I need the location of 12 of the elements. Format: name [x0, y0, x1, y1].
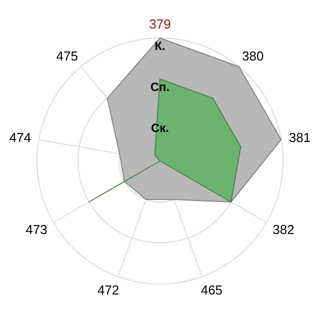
spoke-label: 475	[56, 48, 78, 64]
spoke-label: 381	[288, 130, 311, 145]
spoke-label: 465	[200, 282, 223, 298]
spoke-label: 382	[272, 222, 294, 238]
y-tick-label: Сп.	[150, 80, 170, 94]
y-tick-label: К.	[154, 39, 166, 53]
spoke-label: 472	[97, 282, 120, 298]
spoke-label: 380	[242, 48, 264, 64]
spoke-label: 474	[9, 130, 32, 145]
spoke-label: 379	[149, 16, 171, 32]
spoke-label: 473	[26, 222, 48, 238]
y-tick-label: Ск.	[150, 121, 170, 135]
